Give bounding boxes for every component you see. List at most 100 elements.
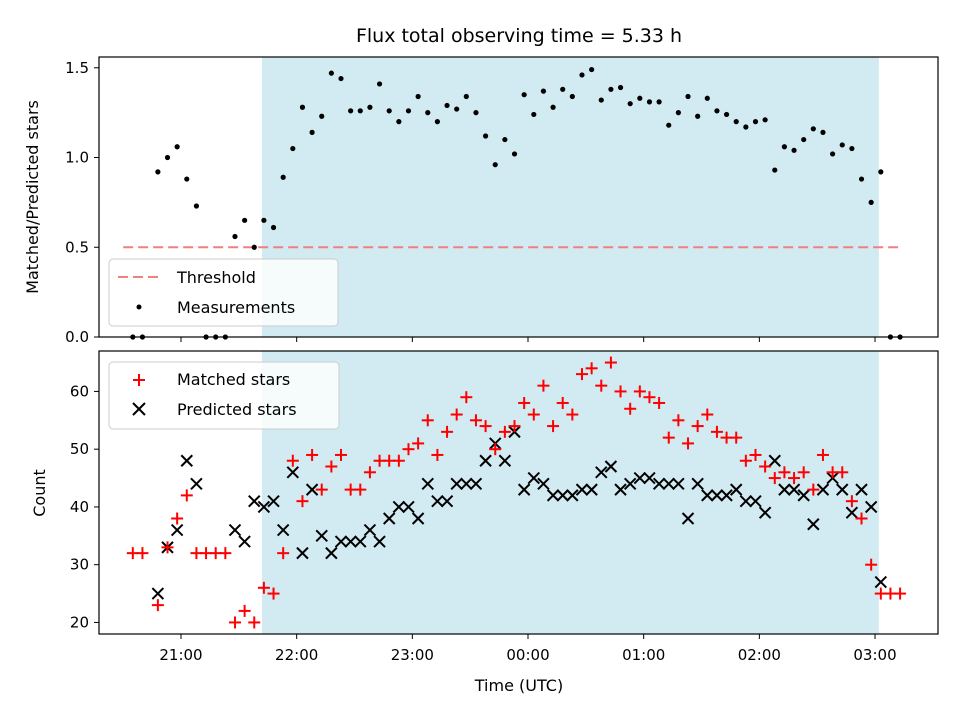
matched-point [412, 437, 425, 450]
matched-point [527, 408, 540, 421]
predicted-point [479, 454, 492, 467]
top-y-axis-label: Matched/Predicted stars [23, 100, 42, 294]
predicted-mark-stroke [749, 494, 762, 508]
predicted-point [652, 477, 666, 491]
predicted-point [720, 489, 733, 502]
measurement-point [704, 95, 710, 101]
measurement-point [685, 93, 691, 100]
measurement-point [434, 119, 441, 125]
matched-point [894, 587, 907, 600]
predicted-point [421, 477, 434, 491]
top-x-ticks [180, 337, 876, 342]
measurement-point [839, 142, 845, 148]
measurement-point [299, 104, 306, 110]
predicted-point [681, 512, 695, 525]
matched-point [759, 460, 772, 473]
measurement-point [482, 133, 489, 139]
matched-point [363, 466, 376, 479]
predicted-mark-stroke [575, 483, 589, 496]
matched-point [662, 431, 675, 444]
matched-point [498, 425, 511, 438]
predicted-mark-stroke [604, 460, 618, 473]
bottom-y-tick-label: 50 [70, 440, 89, 458]
predicted-mark-stroke [354, 535, 367, 548]
predicted-mark-stroke [411, 512, 425, 525]
matched-point [469, 414, 482, 427]
measurement-point [617, 84, 624, 91]
predicted-point [585, 483, 598, 496]
matched-point [306, 448, 319, 461]
count-points [126, 356, 907, 629]
measurement-point [193, 203, 200, 209]
predicted-mark-stroke [315, 529, 328, 543]
predicted-point [864, 500, 878, 514]
predicted-mark-stroke [305, 483, 319, 496]
predicted-point [257, 500, 271, 514]
x-tick-label: 01:00 [622, 646, 665, 664]
matched-point [633, 385, 646, 398]
matched-point [219, 547, 232, 560]
predicted-point [672, 477, 685, 491]
bottom-y-tick-label: 60 [70, 382, 89, 400]
predicted-point [816, 483, 830, 496]
matched-point [402, 443, 415, 456]
matched-point [691, 420, 704, 433]
matched-point [575, 368, 588, 381]
predicted-mark-stroke [267, 494, 280, 508]
bottom-x-ticks: 21:00 22:00 23:00 00:00 01:00 02:00 03:00 [159, 634, 897, 664]
predicted-mark-stroke [431, 494, 444, 508]
x-tick-label: 02:00 [738, 646, 781, 664]
predicted-point [778, 483, 791, 496]
matched-point [556, 396, 569, 409]
predicted-point [730, 483, 743, 496]
predicted-mark-stroke [190, 477, 203, 491]
predicted-mark-stroke [517, 483, 531, 496]
predicted-mark-stroke [334, 535, 348, 548]
predicted-mark-stroke [363, 523, 377, 537]
predicted-point [758, 506, 772, 519]
predicted-mark-stroke [710, 489, 724, 502]
matched-point [136, 547, 149, 560]
measurement-point [376, 81, 383, 87]
predicted-point [595, 466, 608, 479]
top-plot-frame [98, 56, 939, 338]
measurement-point [791, 147, 797, 153]
predicted-mark-stroke [546, 489, 560, 502]
predicted-point [151, 587, 165, 600]
matched-point [421, 414, 434, 427]
predicted-mark-stroke [691, 477, 704, 491]
measurement-point [772, 167, 778, 173]
predicted-mark-stroke [739, 494, 753, 508]
predicted-point [286, 466, 300, 479]
predicted-point [749, 494, 762, 508]
measurement-point [415, 93, 421, 100]
matched-point [248, 616, 261, 629]
matched-point [161, 541, 174, 554]
measurement-point [454, 106, 460, 112]
predicted-point [691, 477, 704, 491]
matched-point [296, 495, 309, 508]
predicted-mark-stroke [768, 454, 781, 467]
predicted-point [701, 489, 714, 502]
measurement-point [579, 72, 585, 78]
predicted-point [431, 494, 444, 508]
predicted-mark-stroke [325, 546, 338, 560]
measurement-point [878, 169, 884, 175]
measurement-point [184, 176, 190, 182]
predicted-mark-stroke [816, 483, 830, 496]
matched-point [624, 402, 637, 415]
matched-point [566, 408, 579, 421]
measurement-point [589, 66, 595, 73]
measurement-point [473, 110, 479, 116]
matched-point [460, 391, 473, 404]
matched-point [277, 547, 290, 560]
measurement-point [531, 111, 537, 118]
predicted-point [248, 494, 261, 508]
top-y-tick-label: 1.0 [65, 149, 89, 167]
predicted-mark-stroke [845, 506, 859, 519]
matched-point [450, 408, 463, 421]
measurement-point [695, 113, 701, 119]
predicted-mark-stroke [662, 477, 675, 491]
predicted-point [537, 477, 550, 491]
matched-point [479, 420, 492, 433]
